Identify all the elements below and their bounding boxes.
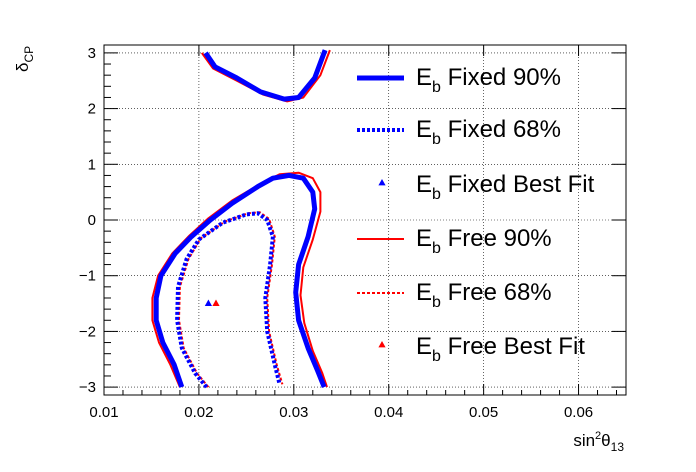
- y-tick-label: −3: [79, 379, 96, 396]
- legend-entry-label: Eb Fixed Best Fit: [416, 171, 595, 203]
- x-tick-label: 0.04: [374, 404, 403, 421]
- x-tick-label: 0.03: [279, 404, 308, 421]
- y-axis-title: δCP: [13, 46, 36, 72]
- y-tick-label: 3: [88, 45, 96, 62]
- y-tick-label: −2: [79, 323, 96, 340]
- y-tick-labels: 3 2 1 0 −1 −2 −3: [79, 45, 96, 396]
- best-fit-marker: [212, 299, 220, 306]
- grid-lines: [104, 45, 626, 395]
- y-tick-label: −1: [79, 268, 96, 285]
- x-tick-label: 0.05: [469, 404, 498, 421]
- x-tick-labels: 0.01 0.02 0.03 0.04 0.05 0.06: [89, 404, 593, 421]
- x-tick-label: 0.01: [89, 404, 118, 421]
- axis-ticks: [103, 45, 626, 395]
- y-tick-label: 2: [88, 101, 96, 118]
- contour-line: [151, 171, 328, 388]
- legend-entry-label: Eb Fixed 68%: [416, 116, 561, 148]
- legend-marker-symbol: [378, 341, 386, 348]
- legend-entry-label: Eb Free Best Fit: [416, 333, 585, 365]
- legend-entry-label: Eb Fixed 90%: [416, 64, 561, 96]
- y-tick-label: 0: [88, 212, 96, 229]
- contour-curves: [151, 49, 331, 389]
- best-fit-markers: [204, 299, 220, 306]
- x-tick-label: 0.06: [564, 404, 593, 421]
- contour-line: [153, 172, 327, 389]
- legend-entry-label: Eb Free 68%: [416, 279, 552, 311]
- best-fit-marker: [204, 299, 212, 306]
- contour-line: [175, 211, 282, 389]
- legend-marker-symbol: [378, 179, 386, 186]
- legend-entry-label: Eb Free 90%: [416, 225, 552, 257]
- y-tick-label: 1: [88, 156, 96, 173]
- contour-line: [203, 49, 328, 102]
- x-axis-title: sin2θ13: [573, 430, 624, 454]
- x-tick-label: 0.02: [184, 404, 213, 421]
- legend: Eb Fixed 90% Eb Fixed 68% Eb Fixed Best Fi…: [357, 64, 595, 365]
